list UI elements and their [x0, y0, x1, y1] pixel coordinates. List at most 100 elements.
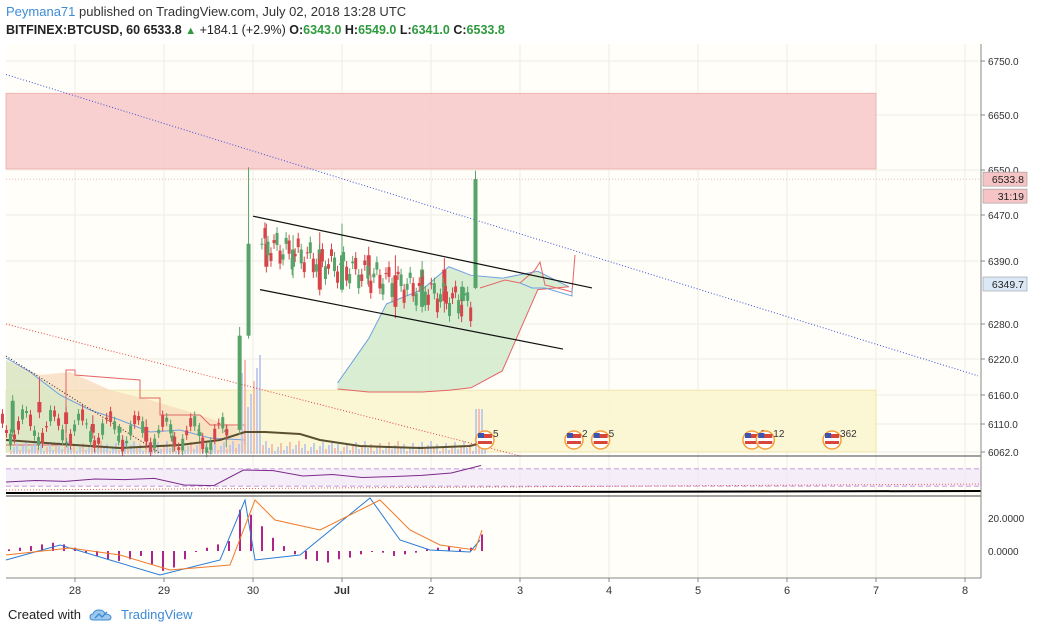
volume-bar — [10, 451, 12, 454]
macd-hist-bar — [217, 544, 219, 551]
volume-bar — [334, 448, 336, 454]
volume-bar — [211, 447, 213, 454]
volume-bar — [298, 441, 300, 454]
us-flag-stripe — [477, 441, 492, 444]
x-tick-label: Jul — [334, 585, 350, 597]
candle-body — [157, 429, 161, 434]
y-tick-label: 6390.0 — [988, 257, 1019, 268]
candle-body — [113, 421, 117, 430]
candle-body — [263, 228, 267, 239]
volume-bar — [478, 409, 480, 454]
volume-bar — [112, 447, 114, 454]
volume-bar — [136, 448, 138, 454]
volume-bar — [22, 446, 24, 454]
volume-bar — [82, 443, 84, 454]
event-markers[interactable]: 525612362 — [475, 429, 857, 450]
volume-bar — [196, 445, 198, 454]
volume-bar — [226, 449, 228, 454]
channel-line-lower — [259, 289, 564, 350]
candle-body — [317, 249, 322, 290]
symbol-label[interactable]: BITFINEX:BTCUSD, 60 — [6, 23, 141, 37]
candle-body — [125, 440, 129, 444]
candle-body — [281, 254, 285, 260]
published-text: published on TradingView.com, July 02, 2… — [79, 4, 407, 19]
candle-body — [217, 423, 221, 425]
volume-bar — [394, 445, 396, 454]
candle-body — [8, 433, 12, 446]
candle-body — [460, 286, 465, 302]
macd-hist-bar — [382, 551, 384, 553]
volume-bar — [289, 442, 291, 454]
candle-body — [441, 283, 445, 287]
volume-bar — [424, 449, 426, 454]
volume-bar — [130, 445, 132, 454]
candle-body — [466, 292, 470, 301]
candle-body — [205, 447, 209, 453]
volume-bar — [43, 451, 45, 454]
macd-tick-label: 20.0000 — [988, 514, 1025, 525]
macd-hist-bar — [195, 551, 197, 552]
volume-bar — [148, 443, 150, 454]
candle-body — [209, 441, 213, 450]
volume-bar — [406, 451, 408, 454]
price-axis[interactable]: 6750.0 6650.0 6550.0 6470.0 6390.0 6280.0 6220… — [981, 57, 1025, 558]
volume-bar — [184, 450, 186, 454]
candle-body — [193, 416, 197, 427]
macd-hist-bar — [459, 549, 461, 551]
candle-body — [97, 437, 101, 444]
volume-bar — [472, 451, 474, 454]
volume-bar — [355, 442, 357, 454]
volume-bar — [295, 445, 297, 454]
event-count-label: 5 — [609, 429, 615, 440]
volume-bar — [484, 446, 486, 454]
candle-body — [293, 253, 297, 257]
time-axis[interactable]: 28 29 30 Jul 2 3 4 5 6 7 8 — [69, 578, 968, 597]
macd-hist-bar — [294, 551, 296, 555]
last-price: 6533.8 — [143, 23, 182, 37]
y-tick-label: 6160.0 — [988, 391, 1019, 402]
volume-bar — [85, 450, 87, 454]
macd-hist-bar — [8, 549, 10, 551]
candle-body — [57, 418, 61, 426]
candle-body — [342, 252, 346, 262]
macd-hist-bar — [129, 551, 131, 560]
candle-body — [4, 430, 8, 433]
low-label: L: — [399, 23, 412, 37]
volume-bar — [403, 444, 405, 454]
candle-body — [366, 265, 370, 279]
volume-bar — [76, 451, 78, 454]
rsi-red-dotted-line — [5, 483, 982, 491]
candle-body — [161, 415, 165, 427]
y-tick-label: 6062.0 — [988, 448, 1019, 459]
volume-bar — [88, 446, 90, 454]
us-flag-stripe — [566, 434, 581, 438]
volume-bar — [316, 450, 318, 454]
volume-bar — [37, 448, 39, 454]
us-flag-stripe — [744, 434, 759, 438]
macd-hist-bar — [85, 551, 87, 553]
volume-bar — [199, 441, 201, 454]
x-tick-label: 2 — [428, 585, 434, 597]
macd-hist-bar — [30, 546, 32, 551]
volume-bar — [16, 443, 18, 454]
macd-hist-bar — [96, 551, 98, 556]
candle-body — [311, 258, 315, 273]
tradingview-brand[interactable]: TradingView — [120, 607, 193, 622]
candle-body — [451, 293, 455, 299]
volume-bar — [427, 445, 429, 454]
macd-panel — [5, 497, 483, 576]
candle-body — [89, 431, 93, 443]
author-link[interactable]: Peymana71 — [6, 4, 76, 19]
volume-bar — [34, 441, 36, 454]
candle-body — [20, 409, 24, 420]
macd-hist-bar — [316, 551, 318, 561]
candle-body — [363, 260, 367, 266]
macd-hist-bar — [261, 526, 263, 551]
volume-bar — [169, 448, 171, 454]
us-flag-stripe — [744, 441, 759, 444]
candle-body — [213, 428, 217, 440]
macd-hist-bar — [371, 551, 373, 552]
candle-body — [387, 267, 391, 277]
candle-body — [411, 283, 415, 297]
